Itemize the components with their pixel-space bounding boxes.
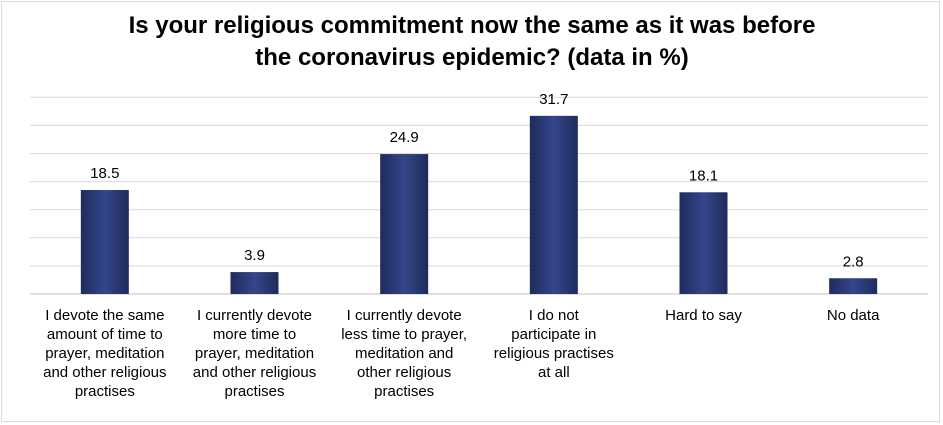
data-label-6: 2.8 <box>843 253 864 270</box>
chart-title-line-2: the coronavirus epidemic? (data in %) <box>255 44 689 71</box>
category-label-line: I devote the same <box>45 307 165 324</box>
category-label-line: Hard to say <box>665 307 742 324</box>
data-labels: 18.5 3.9 24.9 31.7 18.1 2.8 <box>90 91 863 270</box>
bar-5 <box>679 192 728 294</box>
bar-4 <box>529 115 578 294</box>
bar-1 <box>80 190 129 294</box>
category-label-line: I do not <box>528 307 579 324</box>
category-label-line: and other religious <box>192 364 317 381</box>
category-label-line: meditation and <box>354 345 454 362</box>
category-label-line: I currently devote <box>196 307 313 324</box>
data-label-4: 31.7 <box>539 91 568 108</box>
category-label-line: participate in <box>511 326 597 343</box>
data-label-1: 18.5 <box>90 165 119 182</box>
category-label-2: I currently devote more time to prayer, me… <box>181 306 329 401</box>
category-label-line: more time to <box>212 326 297 343</box>
category-label-line: at all <box>537 364 570 381</box>
category-label-line: and other religious <box>43 364 167 381</box>
category-label-line: other religious <box>357 364 452 381</box>
category-label-line: amount of time to <box>46 326 163 343</box>
data-label-3: 24.9 <box>390 129 419 146</box>
bar-6 <box>829 278 878 294</box>
category-label-line: religious practises <box>493 345 614 362</box>
gridlines <box>30 96 928 295</box>
bar-3 <box>380 154 429 294</box>
category-label-4: I do not participate in religious practise… <box>480 306 628 382</box>
category-label-line: I currently devote <box>346 307 462 324</box>
category-label-6: No data <box>779 306 927 325</box>
data-label-2: 3.9 <box>244 247 265 264</box>
category-label-5: Hard to say <box>630 306 778 325</box>
data-label-5: 18.1 <box>689 167 718 184</box>
category-label-1: I devote the same amount of time to prayer… <box>31 306 179 401</box>
category-label-line: less time to prayer, <box>341 326 468 343</box>
category-label-line: practises <box>74 383 135 400</box>
bars <box>80 115 878 294</box>
chart-title: Is your religious commitment now the sam… <box>62 10 882 74</box>
category-label-line: No data <box>826 307 880 324</box>
bar-2 <box>230 272 279 294</box>
category-label-line: prayer, meditation <box>45 345 165 362</box>
category-label-line: practises <box>224 383 285 400</box>
category-label-3: I currently devote less time to prayer, me… <box>330 306 478 401</box>
category-label-line: practises <box>374 383 435 400</box>
chart-title-line-1: Is your religious commitment now the sam… <box>128 12 816 39</box>
category-label-line: prayer, meditation <box>194 345 315 362</box>
